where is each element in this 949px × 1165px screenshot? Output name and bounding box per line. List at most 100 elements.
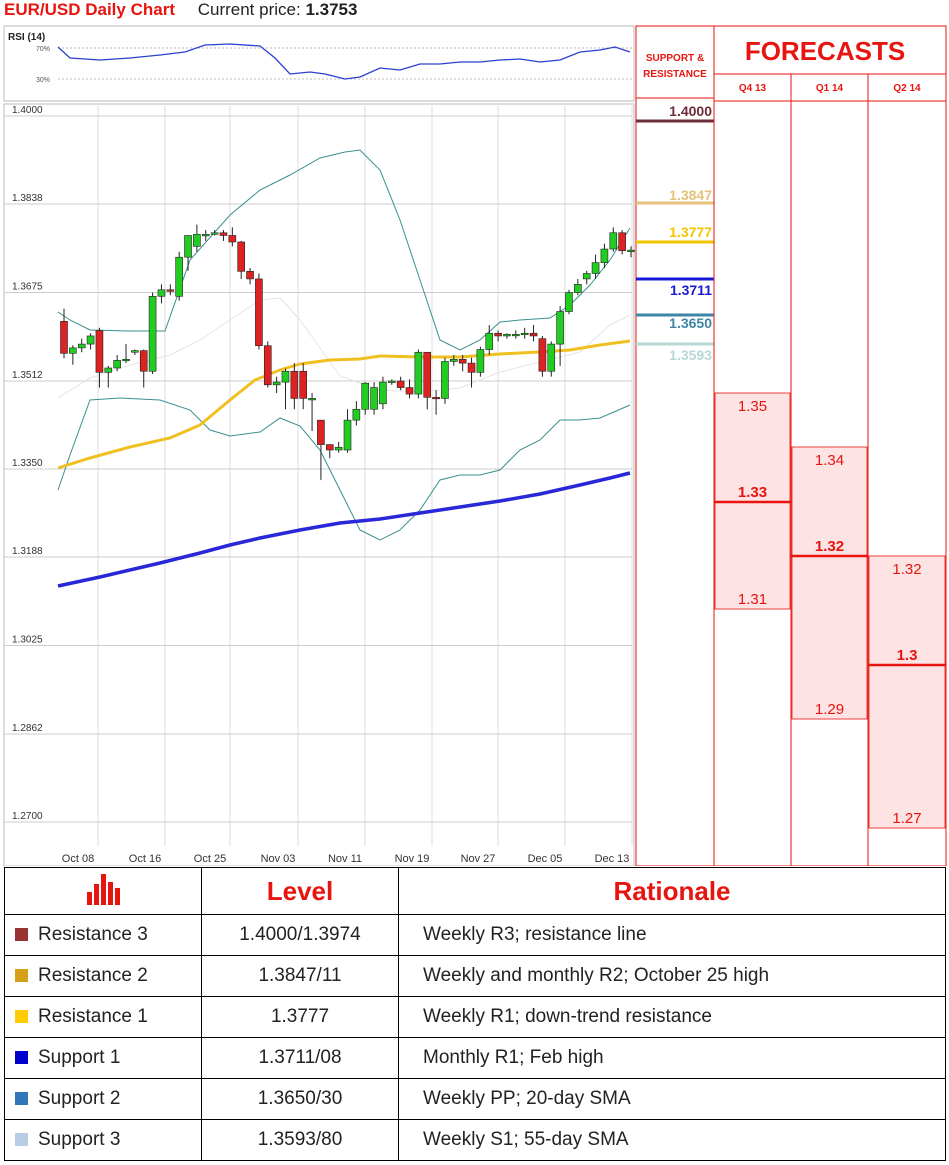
- y-tick-label: 1.3188: [12, 546, 43, 557]
- candle: [272, 376, 281, 393]
- table-row: Resistance 3 1.4000/1.3974 Weekly R3; re…: [4, 914, 946, 956]
- candle: [219, 230, 228, 241]
- table-header-icon-cell: [4, 867, 202, 915]
- forecast-high-label: 1.34: [815, 452, 844, 469]
- bar-chart-icon: [87, 873, 120, 905]
- candle-body: [361, 382, 370, 410]
- candle: [458, 354, 467, 372]
- candle: [95, 327, 104, 388]
- chart-title: EUR/USD Daily Chart Current price: 1.375…: [4, 0, 357, 22]
- candle: [281, 368, 290, 410]
- candle-body: [60, 320, 68, 354]
- candle-body: [547, 343, 556, 372]
- candle-body: [405, 387, 414, 395]
- candle-body: [627, 249, 635, 252]
- color-swatch: [15, 928, 28, 942]
- forecast-range-box: [868, 555, 946, 829]
- candle: [113, 354, 121, 372]
- bollinger-upper: [57, 149, 631, 351]
- candle-body: [396, 380, 405, 388]
- candle-body: [494, 332, 502, 337]
- row-rationale: Weekly and monthly R2; October 25 high: [398, 955, 946, 997]
- candle: [343, 409, 352, 453]
- candle: [255, 273, 263, 350]
- sr-level-label: 1.3777: [669, 224, 712, 240]
- candle: [193, 224, 201, 252]
- candle: [201, 230, 210, 241]
- candle-body: [281, 370, 290, 383]
- y-tick-label: 1.3025: [12, 635, 43, 646]
- y-tick-label: 1.2700: [12, 811, 43, 822]
- candle-body: [193, 234, 201, 247]
- candle: [104, 365, 113, 388]
- row-name: Support 1: [38, 1046, 121, 1068]
- candle-body: [379, 381, 387, 405]
- support-resistance-panel: SUPPORT & RESISTANCE 1.4000 1.3847 1.3777 1.3…: [635, 25, 715, 866]
- candle: [538, 335, 547, 377]
- row-name-cell: Support 2: [4, 1078, 202, 1120]
- candle: [69, 345, 77, 365]
- candle: [361, 382, 370, 415]
- candle: [582, 270, 591, 285]
- candle-body: [343, 419, 352, 451]
- row-name: Resistance 1: [38, 1005, 148, 1027]
- sr-level-label: 1.3847: [669, 187, 712, 203]
- row-name-cell: Resistance 2: [4, 955, 202, 997]
- candle: [520, 327, 529, 339]
- candle: [547, 341, 556, 377]
- candle: [131, 349, 139, 355]
- x-tick-label: Nov 27: [461, 853, 496, 865]
- candle-body: [148, 296, 157, 372]
- candle-body: [104, 367, 113, 373]
- current-price-value: 1.3753: [305, 0, 358, 19]
- row-level: 1.3777: [201, 996, 399, 1038]
- candle-body: [485, 332, 494, 350]
- candle: [467, 357, 476, 388]
- x-tick-label: Oct 08: [62, 853, 94, 865]
- candle-body: [538, 338, 547, 372]
- levels-table-header: Level Rationale: [4, 867, 946, 915]
- table-row: Resistance 2 1.3847/11 Weekly and monthl…: [4, 955, 946, 997]
- candle: [237, 240, 245, 279]
- candle: [263, 341, 272, 388]
- row-name-cell: Resistance 3: [4, 914, 202, 956]
- rsi-level-70: 70%: [36, 46, 50, 53]
- candle-body: [325, 444, 334, 451]
- price-plot-frame: [3, 103, 635, 866]
- table-row: Resistance 1 1.3777 Weekly R1; down-tren…: [4, 996, 946, 1038]
- candle: [396, 376, 405, 391]
- candle-body: [441, 361, 449, 399]
- eurusd-chart: RSI (14)70%30%1.40001.38381.36751.35121.…: [3, 25, 947, 866]
- row-name: Resistance 3: [38, 923, 148, 945]
- candle: [379, 376, 387, 410]
- candle: [618, 230, 626, 255]
- y-tick-label: 1.3512: [12, 370, 43, 381]
- candle: [387, 379, 396, 385]
- color-swatch: [15, 1051, 28, 1065]
- candle-body: [582, 273, 591, 280]
- x-tick-label: Oct 16: [129, 853, 161, 865]
- sr-level-label: 1.4000: [669, 103, 712, 119]
- candle: [139, 349, 148, 388]
- candle-body: [263, 345, 272, 386]
- candle: [565, 289, 573, 315]
- forecast-low-label: 1.27: [892, 810, 921, 827]
- row-level: 1.4000/1.3974: [201, 914, 399, 956]
- candle-body: [352, 408, 361, 421]
- candle-body: [139, 350, 148, 372]
- candle-body: [228, 235, 237, 243]
- candle-body: [77, 343, 86, 349]
- candle: [600, 243, 609, 269]
- candle: [60, 308, 68, 359]
- row-name-cell: Resistance 1: [4, 996, 202, 1038]
- candle: [210, 230, 219, 236]
- candle: [370, 382, 378, 415]
- candle-body: [387, 380, 396, 383]
- candle: [450, 354, 458, 366]
- candle: [228, 227, 237, 247]
- candle: [405, 379, 414, 399]
- row-name: Resistance 2: [38, 964, 148, 986]
- row-name-cell: Support 1: [4, 1037, 202, 1079]
- y-tick-label: 1.2862: [12, 723, 43, 734]
- row-rationale: Weekly PP; 20-day SMA: [398, 1078, 946, 1120]
